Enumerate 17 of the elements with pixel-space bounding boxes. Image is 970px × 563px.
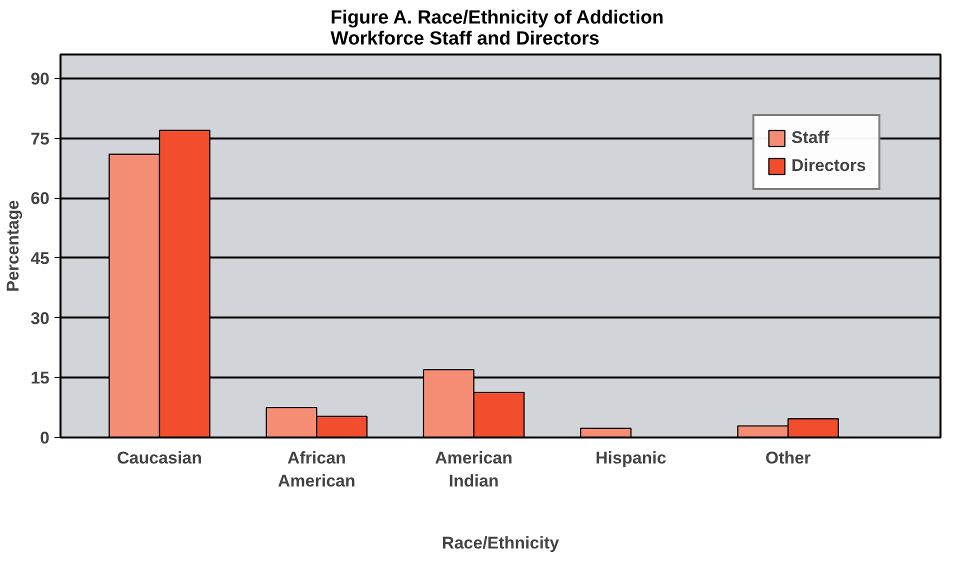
x-axis-title: Race/Ethnicity	[442, 533, 560, 552]
legend-label: Staff	[791, 128, 830, 148]
y-axis-title: Percentage	[4, 200, 23, 292]
y-tick-label: 30	[30, 308, 50, 328]
y-tick-label: 60	[30, 189, 50, 208]
chart-title: Figure A. Race/Ethnicity of Addiction Workforce Staff and Directors	[330, 8, 664, 50]
y-tick-label: 90	[30, 69, 50, 88]
y-tick-label: 75	[30, 129, 50, 148]
x-tick-label: Other	[765, 448, 812, 468]
x-tick-label: Hispanic	[596, 448, 666, 468]
legend-label: Directors	[791, 156, 866, 176]
x-tick-label: American Indian	[435, 448, 513, 490]
y-tick-label: 0	[40, 428, 50, 448]
y-tick-label: 45	[30, 248, 50, 268]
x-tick-label: Caucasian	[116, 448, 202, 468]
y-tick-label: 15	[30, 368, 50, 388]
x-tick-label: African American	[278, 448, 356, 490]
